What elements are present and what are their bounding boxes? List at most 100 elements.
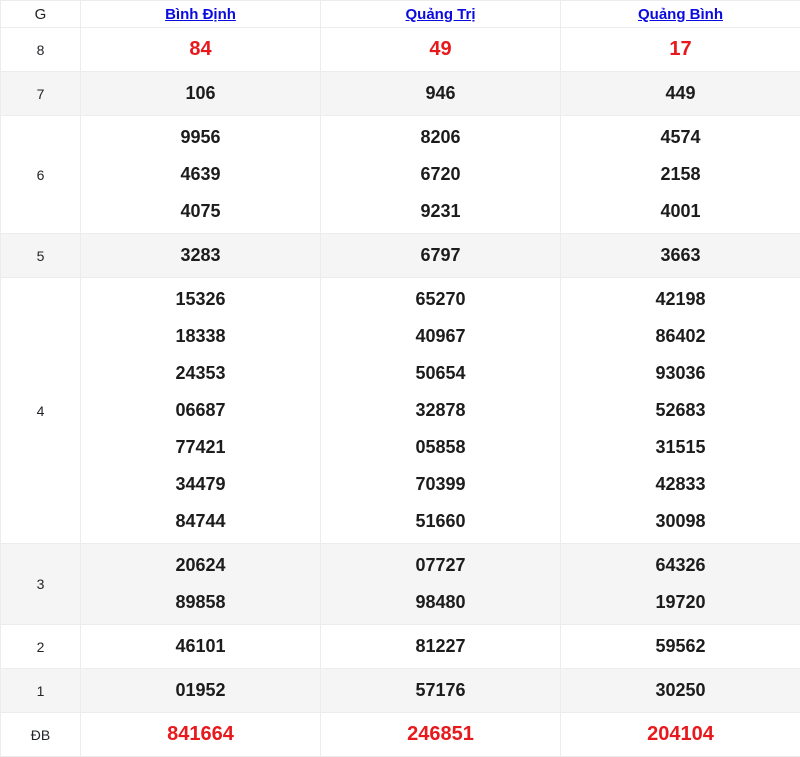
province-column-header: Quảng Trị (321, 1, 561, 28)
prize-tier-label: 2 (1, 625, 81, 669)
result-cell: 30250 (561, 669, 800, 713)
result-cell: 3663 (561, 234, 800, 278)
result-cell: 59562 (561, 625, 800, 669)
result-number: 84 (81, 31, 320, 68)
result-cell: 6797 (321, 234, 561, 278)
result-number: 31515 (561, 429, 800, 466)
prize-tier-label: 4 (1, 278, 81, 544)
result-number: 84744 (81, 503, 320, 540)
result-number: 30098 (561, 503, 800, 540)
result-cell: 106 (81, 72, 321, 116)
result-number: 05858 (321, 429, 560, 466)
province-link-binh-dinh[interactable]: Bình Định (165, 6, 236, 23)
result-number: 106 (81, 75, 320, 112)
result-number: 86402 (561, 318, 800, 355)
result-number: 30250 (561, 672, 800, 709)
result-cell: 3283 (81, 234, 321, 278)
result-number: 8206 (321, 119, 560, 156)
result-cell: 01952 (81, 669, 321, 713)
result-number: 17 (561, 31, 800, 68)
result-number: 9231 (321, 193, 560, 230)
result-number: 52683 (561, 392, 800, 429)
result-number: 49 (321, 31, 560, 68)
result-number: 01952 (81, 672, 320, 709)
prize-tier-label: ĐB (1, 713, 81, 757)
result-number: 42198 (561, 281, 800, 318)
result-number: 98480 (321, 584, 560, 621)
result-number: 34479 (81, 466, 320, 503)
result-cell: 946 (321, 72, 561, 116)
result-number: 70399 (321, 466, 560, 503)
result-cell: 81227 (321, 625, 561, 669)
result-cell: 449 (561, 72, 800, 116)
province-column-header: Quảng Bình (561, 1, 800, 28)
province-column-header: Bình Định (81, 1, 321, 28)
tier-column-header: G (1, 1, 81, 28)
result-number: 18338 (81, 318, 320, 355)
result-number: 19720 (561, 584, 800, 621)
prize-tier-label: 6 (1, 116, 81, 234)
result-number: 24353 (81, 355, 320, 392)
province-link-quang-binh[interactable]: Quảng Bình (638, 6, 723, 23)
result-number: 3663 (561, 237, 800, 274)
prize-tier-label: 7 (1, 72, 81, 116)
result-number: 4075 (81, 193, 320, 230)
result-number: 449 (561, 75, 800, 112)
result-number: 59562 (561, 628, 800, 665)
result-number: 4001 (561, 193, 800, 230)
result-number: 40967 (321, 318, 560, 355)
result-cell: 17 (561, 28, 800, 72)
province-link-quang-tri[interactable]: Quảng Trị (405, 6, 475, 23)
prize-tier-label: 8 (1, 28, 81, 72)
result-cell: 49 (321, 28, 561, 72)
prize-tier-label: 1 (1, 669, 81, 713)
result-cell: 84 (81, 28, 321, 72)
result-number: 93036 (561, 355, 800, 392)
result-number: 57176 (321, 672, 560, 709)
result-number: 9956 (81, 119, 320, 156)
table-header-row: G Bình Định Quảng Trị Quảng Bình (1, 1, 800, 28)
result-cell: 46101 (81, 625, 321, 669)
result-cell: 841664 (81, 713, 321, 757)
result-number: 32878 (321, 392, 560, 429)
result-number: 15326 (81, 281, 320, 318)
result-number: 2158 (561, 156, 800, 193)
result-number: 4639 (81, 156, 320, 193)
result-number: 6797 (321, 237, 560, 274)
result-number: 77421 (81, 429, 320, 466)
result-number: 20624 (81, 547, 320, 584)
result-cell: 246851 (321, 713, 561, 757)
result-cell: 57176 (321, 669, 561, 713)
result-number: 6720 (321, 156, 560, 193)
result-number: 06687 (81, 392, 320, 429)
result-number: 07727 (321, 547, 560, 584)
result-number: 65270 (321, 281, 560, 318)
result-number: 841664 (81, 716, 320, 753)
prize-tier-label: 5 (1, 234, 81, 278)
prize-tier-label: 3 (1, 544, 81, 625)
result-number: 51660 (321, 503, 560, 540)
result-number: 246851 (321, 716, 560, 753)
result-number: 3283 (81, 237, 320, 274)
result-number: 42833 (561, 466, 800, 503)
